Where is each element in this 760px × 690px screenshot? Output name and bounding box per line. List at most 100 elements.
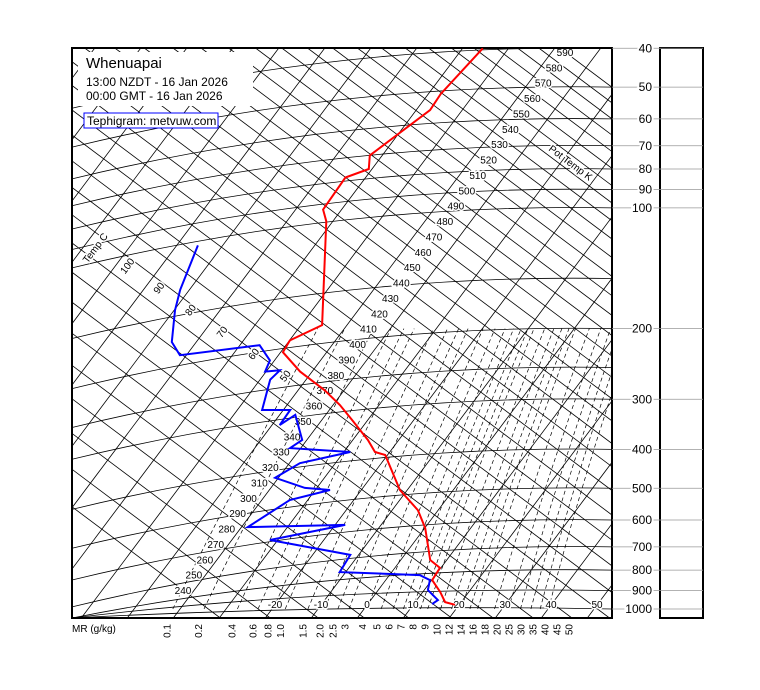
isobar-line bbox=[72, 145, 612, 207]
pressure-tick-label: 800 bbox=[632, 563, 652, 577]
mixing-ratio-line bbox=[203, 328, 346, 610]
pressure-tick-label: 400 bbox=[632, 442, 652, 456]
pot-temp-label: 310 bbox=[251, 478, 268, 489]
pot-temp-label: 320 bbox=[262, 463, 279, 474]
dry-adiabat-line bbox=[72, 160, 612, 567]
mixing-ratio-line bbox=[494, 328, 590, 610]
dry-adiabat-line bbox=[72, 109, 612, 516]
pot-temp-label: 580 bbox=[546, 63, 563, 74]
plot-frame bbox=[71, 47, 613, 619]
title-block: Whenuapai 13:00 NZDT - 16 Jan 2026 00:00… bbox=[78, 52, 253, 129]
dry-adiabat-line bbox=[538, 48, 612, 104]
mixing-ratio-line bbox=[237, 328, 374, 610]
dry-adiabat-line bbox=[72, 187, 612, 593]
pot-temp-label: 550 bbox=[513, 110, 530, 121]
mr-tick-label: 2.0 bbox=[315, 624, 326, 638]
isotherm-line bbox=[172, 48, 602, 618]
temp-tick-label: 40 bbox=[545, 600, 557, 611]
isobar-line bbox=[72, 168, 612, 230]
dry-adiabat-line bbox=[307, 48, 612, 277]
isobar-line bbox=[72, 569, 612, 618]
upper-temp-label: 100 bbox=[119, 256, 138, 276]
temp-tick-label: -20 bbox=[268, 600, 283, 611]
pot-temp-label: 270 bbox=[207, 540, 224, 551]
dry-adiabat-line bbox=[72, 242, 573, 618]
isobar-line bbox=[72, 277, 612, 339]
mr-tick-label: 1.0 bbox=[276, 624, 287, 638]
upper-temp-label: 80 bbox=[183, 302, 199, 318]
pot-temp-label: 330 bbox=[273, 448, 290, 459]
pot-temp-label: 490 bbox=[448, 202, 465, 213]
isobar-line bbox=[72, 366, 612, 428]
mr-tick-label: 16 bbox=[468, 624, 479, 636]
dry-adiabat-line bbox=[451, 48, 612, 169]
mr-tick-label: 45 bbox=[552, 624, 563, 636]
dry-adiabat-line bbox=[332, 48, 612, 258]
mr-tick-label: 0.6 bbox=[248, 624, 259, 638]
mixing-ratio-line bbox=[337, 328, 460, 610]
pressure-tick-label: 40 bbox=[639, 41, 653, 55]
mixing-ratio-line bbox=[272, 328, 405, 610]
pressure-tick-label: 80 bbox=[639, 162, 653, 176]
mr-tick-label: 0.2 bbox=[194, 624, 205, 638]
mixing-ratio-line bbox=[420, 328, 529, 610]
pressure-tick-label: 700 bbox=[632, 540, 652, 554]
temperature-trace bbox=[281, 48, 484, 606]
isotherm-line bbox=[540, 523, 612, 618]
mr-axis-label: MR (g/kg) bbox=[72, 624, 116, 635]
mixing-ratio-line bbox=[402, 328, 515, 610]
temp-tick-label: 10 bbox=[407, 600, 419, 611]
dry-adiabat-line bbox=[72, 85, 612, 491]
dry-adiabat-line bbox=[114, 48, 612, 422]
temp-tick-label: 50 bbox=[591, 600, 603, 611]
pot-temp-label: 410 bbox=[360, 325, 377, 336]
pot-temp-label: 470 bbox=[426, 233, 443, 244]
pressure-tick-label: 200 bbox=[632, 322, 652, 336]
dry-adiabat-line bbox=[517, 48, 612, 120]
pot-temp-label: 300 bbox=[240, 494, 257, 505]
dry-adiabat-line bbox=[72, 468, 271, 618]
isotherm-line bbox=[310, 216, 612, 618]
upper-temp-label: 90 bbox=[152, 280, 168, 296]
pressure-tick-label: 50 bbox=[639, 80, 653, 94]
mr-tick-label: 6 bbox=[384, 624, 395, 630]
temp-c-label: Temp C bbox=[81, 231, 111, 265]
credit-box bbox=[83, 112, 219, 129]
pot-temp-label: 380 bbox=[327, 371, 344, 382]
mixing-ratio-line bbox=[440, 328, 546, 610]
dry-adiabat-line bbox=[200, 48, 612, 357]
mixing-ratio-line bbox=[366, 328, 484, 610]
mixing-ratio-line bbox=[172, 328, 319, 610]
credit-text: Tephigram: metvuw.com bbox=[87, 114, 216, 128]
mr-tick-label: 40 bbox=[540, 624, 551, 636]
isotherm-line bbox=[72, 48, 418, 508]
pressure-axis-box bbox=[659, 47, 704, 619]
isobar-line bbox=[72, 86, 612, 148]
isobar-line bbox=[72, 607, 612, 618]
mixing-ratio-line bbox=[380, 328, 496, 610]
temp-tick-label: -10 bbox=[314, 600, 329, 611]
mr-tick-label: 35 bbox=[528, 624, 539, 636]
pot-temp-label: 570 bbox=[535, 79, 552, 90]
isobar-line bbox=[72, 487, 612, 549]
pot-temp-label: 390 bbox=[338, 355, 355, 366]
pot-temp-label: 510 bbox=[469, 171, 486, 182]
pot-temp-label: 530 bbox=[491, 140, 508, 151]
pot-temp-label: 430 bbox=[382, 294, 399, 305]
gmt-time: 00:00 GMT - 16 Jan 2026 bbox=[86, 89, 223, 103]
isobar-line bbox=[72, 448, 612, 510]
isobar-line bbox=[72, 589, 612, 618]
pressure-tick-label: 300 bbox=[632, 392, 652, 406]
pressure-tick-label: 70 bbox=[639, 139, 653, 153]
pot-temp-label: 590 bbox=[557, 48, 574, 59]
pot-temp-label: 250 bbox=[186, 571, 203, 582]
isotherm-line bbox=[356, 278, 612, 618]
pot-temp-label: 440 bbox=[393, 279, 410, 290]
mixing-ratio-line bbox=[392, 328, 506, 610]
pot-temp-label: 520 bbox=[480, 156, 497, 167]
mr-tick-label: 5 bbox=[372, 624, 383, 630]
mr-tick-label: 0.8 bbox=[264, 624, 275, 638]
mixing-ratio-line bbox=[412, 328, 522, 610]
